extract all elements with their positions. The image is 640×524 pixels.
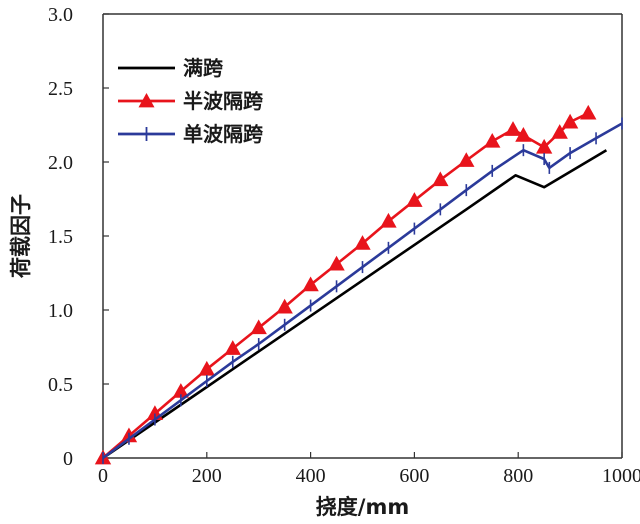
series-line [102,112,589,459]
series-point [354,235,371,250]
series-layer [94,104,623,465]
x-axis-label: 挠度/mm [316,495,409,519]
series-point [302,276,319,292]
x-tick-label: 1000 [602,465,640,487]
y-axis-label: 荷载因子 [9,194,33,278]
y-tick-label: 1.5 [48,226,73,248]
series-point [561,113,579,129]
x-tick-label: 600 [399,465,429,487]
legend-marker [138,93,155,108]
x-ticks: 0 200 400 600 800 1000 [98,452,640,487]
series-1 [102,149,608,460]
x-tick-label: 200 [192,465,222,487]
series-point [551,124,568,139]
x-tick-label: 400 [296,465,326,487]
y-tick-label: 2.0 [48,152,73,174]
series-point [276,298,293,314]
series-point [580,104,597,120]
y-tick-label: 0.5 [48,374,73,396]
series-3 [102,117,623,464]
series-point [250,319,267,335]
y-ticks: 0 0.5 1.0 1.5 2.0 2.5 3.0 [48,4,109,470]
series-point [484,132,501,148]
x-tick-label: 0 [98,465,108,487]
legend-label: 半波隔跨 [183,89,264,113]
series-point [432,171,449,187]
series-line [102,122,623,460]
y-tick-label: 2.5 [48,78,73,100]
legend-item: 半波隔跨 [118,89,264,113]
y-tick-label: 3.0 [48,4,73,26]
x-tick-label: 800 [503,465,533,487]
series-point [224,340,241,355]
series-point [380,212,397,228]
series-point [458,152,475,167]
y-tick-label: 0 [63,448,73,470]
legend-label: 满跨 [183,56,224,80]
series-point [515,127,532,142]
legend-item: 满跨 [118,56,224,80]
series-line [102,149,608,460]
series-point [504,121,522,136]
legend-item: 单波隔跨 [118,122,264,146]
series-point [328,255,345,271]
y-tick-label: 1.0 [48,300,73,322]
legend-label: 单波隔跨 [183,122,264,146]
series-point [406,192,423,207]
